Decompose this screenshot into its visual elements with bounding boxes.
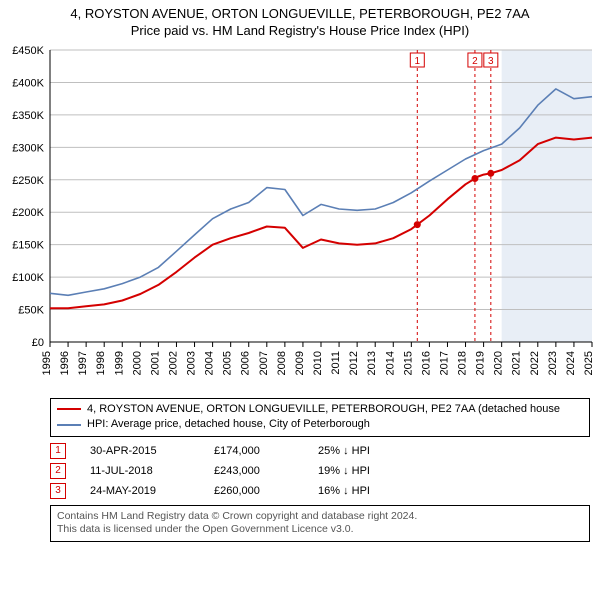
svg-text:£100K: £100K — [12, 272, 44, 284]
footer-line: This data is licensed under the Open Gov… — [57, 523, 583, 537]
sales-row: 3 24-MAY-2019 £260,000 16% ↓ HPI — [50, 481, 590, 501]
svg-text:1998: 1998 — [95, 351, 107, 375]
title-line-1: 4, ROYSTON AVENUE, ORTON LONGUEVILLE, PE… — [8, 6, 592, 23]
svg-text:2021: 2021 — [511, 351, 523, 375]
svg-text:£150K: £150K — [12, 239, 44, 251]
sale-marker-icon: 1 — [50, 443, 66, 459]
sales-row: 2 11-JUL-2018 £243,000 19% ↓ HPI — [50, 461, 590, 481]
legend-swatch — [57, 424, 81, 426]
sale-marker-icon: 2 — [50, 463, 66, 479]
svg-text:£450K: £450K — [12, 45, 44, 57]
svg-text:£300K: £300K — [12, 142, 44, 154]
svg-text:2007: 2007 — [258, 351, 270, 375]
title-line-2: Price paid vs. HM Land Registry's House … — [8, 23, 592, 40]
svg-text:£200K: £200K — [12, 207, 44, 219]
svg-text:£400K: £400K — [12, 77, 44, 89]
svg-text:1999: 1999 — [113, 351, 125, 375]
svg-text:2000: 2000 — [131, 351, 143, 375]
svg-text:2017: 2017 — [438, 351, 450, 375]
sale-diff: 19% ↓ HPI — [318, 465, 418, 477]
svg-text:2002: 2002 — [167, 351, 179, 375]
svg-text:2012: 2012 — [348, 351, 360, 375]
svg-text:1: 1 — [415, 56, 421, 67]
sales-row: 1 30-APR-2015 £174,000 25% ↓ HPI — [50, 441, 590, 461]
svg-text:3: 3 — [488, 56, 494, 67]
svg-text:2015: 2015 — [402, 351, 414, 375]
sale-diff: 25% ↓ HPI — [318, 445, 418, 457]
svg-text:2014: 2014 — [384, 351, 396, 375]
svg-text:2009: 2009 — [294, 351, 306, 375]
svg-text:£250K: £250K — [12, 175, 44, 187]
svg-text:2019: 2019 — [475, 351, 487, 375]
legend-item: 4, ROYSTON AVENUE, ORTON LONGUEVILLE, PE… — [57, 402, 583, 417]
svg-text:2025: 2025 — [583, 351, 595, 375]
legend-label: HPI: Average price, detached house, City… — [87, 417, 370, 432]
svg-text:1996: 1996 — [59, 351, 71, 375]
svg-text:2004: 2004 — [204, 351, 216, 375]
chart-container: 4, ROYSTON AVENUE, ORTON LONGUEVILLE, PE… — [0, 0, 600, 542]
svg-text:£50K: £50K — [18, 304, 44, 316]
svg-text:£350K: £350K — [12, 110, 44, 122]
svg-text:2003: 2003 — [186, 351, 198, 375]
sale-price: £243,000 — [214, 465, 294, 477]
svg-text:2023: 2023 — [547, 351, 559, 375]
sale-date: 24-MAY-2019 — [90, 485, 190, 497]
svg-text:2011: 2011 — [330, 351, 342, 375]
legend-item: HPI: Average price, detached house, City… — [57, 417, 583, 432]
svg-text:2020: 2020 — [493, 351, 505, 375]
svg-text:2005: 2005 — [222, 351, 234, 375]
svg-text:2024: 2024 — [565, 351, 577, 375]
svg-text:2001: 2001 — [149, 351, 161, 375]
svg-text:2010: 2010 — [312, 351, 324, 375]
legend: 4, ROYSTON AVENUE, ORTON LONGUEVILLE, PE… — [50, 398, 590, 437]
svg-text:1995: 1995 — [41, 351, 53, 375]
sale-diff: 16% ↓ HPI — [318, 485, 418, 497]
sale-price: £260,000 — [214, 485, 294, 497]
footer-line: Contains HM Land Registry data © Crown c… — [57, 510, 583, 524]
legend-label: 4, ROYSTON AVENUE, ORTON LONGUEVILLE, PE… — [87, 402, 560, 417]
chart-svg: £0 £50K £100K £150K £200K £250K £300K £350K £400… — [0, 42, 600, 392]
svg-text:2018: 2018 — [457, 351, 469, 375]
svg-text:2006: 2006 — [240, 351, 252, 375]
svg-text:£0: £0 — [32, 337, 44, 349]
title-area: 4, ROYSTON AVENUE, ORTON LONGUEVILLE, PE… — [0, 0, 600, 42]
svg-text:2022: 2022 — [529, 351, 541, 375]
svg-text:2008: 2008 — [276, 351, 288, 375]
svg-text:2: 2 — [472, 56, 478, 67]
attribution: Contains HM Land Registry data © Crown c… — [50, 505, 590, 542]
sale-date: 11-JUL-2018 — [90, 465, 190, 477]
svg-text:2016: 2016 — [420, 351, 432, 375]
svg-text:2013: 2013 — [366, 351, 378, 375]
legend-swatch — [57, 408, 81, 410]
sale-price: £174,000 — [214, 445, 294, 457]
line-chart: £0 £50K £100K £150K £200K £250K £300K £350K £400… — [0, 42, 600, 392]
sale-date: 30-APR-2015 — [90, 445, 190, 457]
sale-marker-icon: 3 — [50, 483, 66, 499]
svg-text:1997: 1997 — [77, 351, 89, 375]
sales-table: 1 30-APR-2015 £174,000 25% ↓ HPI 2 11-JU… — [50, 441, 590, 501]
